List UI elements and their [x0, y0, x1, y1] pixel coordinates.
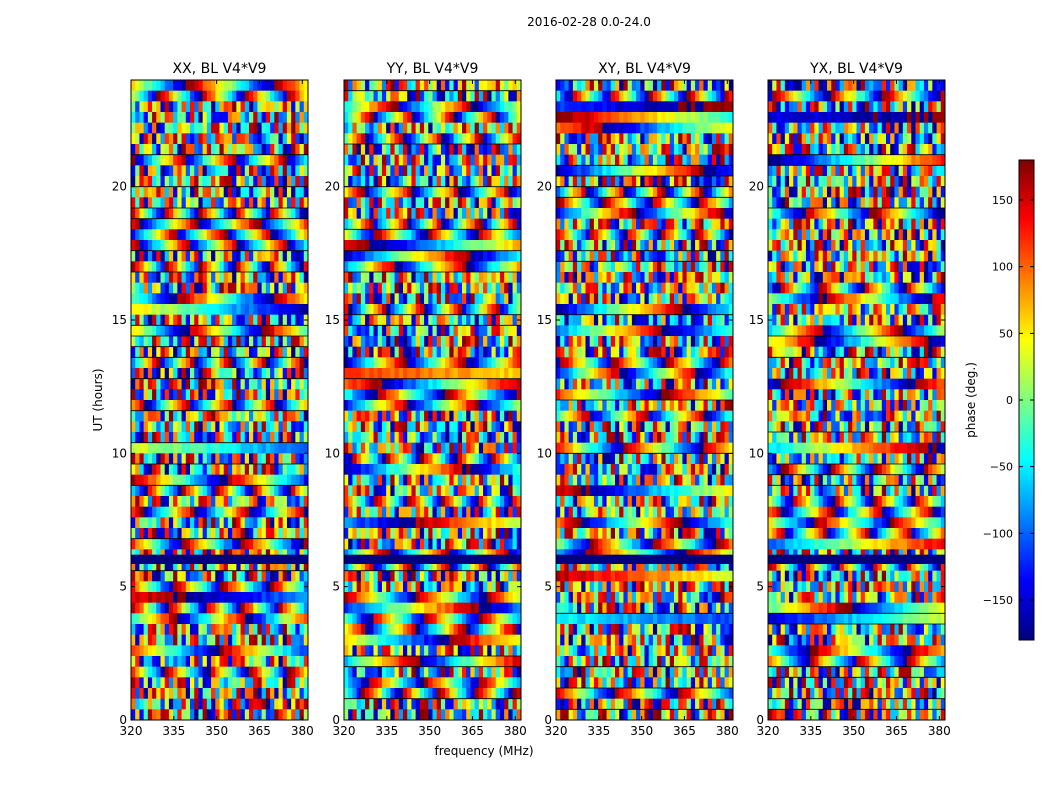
y-tick-label: 15: [325, 313, 340, 327]
x-tick-label: 335: [375, 724, 398, 738]
panel-2: YY, BL V4*V9 320 335 350 365 380 0 5 10 15 20: [325, 61, 527, 738]
heatmap-cells: [344, 79, 522, 721]
x-tick-label: 365: [673, 724, 696, 738]
x-ticks: 320 335 350 365 380: [333, 80, 527, 738]
x-tick-label: 380: [928, 724, 951, 738]
y-tick-label: 0: [544, 713, 552, 727]
x-tick-label: 380: [716, 724, 739, 738]
colorbar-label: phase (deg.): [964, 362, 978, 438]
y-tick-label: 5: [119, 580, 127, 594]
panel-frame: [767, 79, 946, 721]
heatmap-cells: [131, 80, 309, 721]
panel-3: XY, BL V4*V9 320 335 350 365 380 0 5 10 15 20: [537, 61, 739, 738]
colorbar: 150 100 50 0 −50 −100 −150 phase (deg.): [964, 159, 1035, 641]
y-tick-label: 5: [332, 580, 340, 594]
x-tick-label: 335: [162, 724, 185, 738]
x-tick-label: 335: [587, 724, 610, 738]
x-tick-label: 350: [205, 724, 228, 738]
colorbar-tick-label: 50: [999, 327, 1013, 340]
x-ticks: 320 335 350 365 380: [757, 80, 951, 738]
y-tick-label: 5: [756, 580, 764, 594]
y-tick-label: 15: [537, 313, 552, 327]
y-tick-label: 20: [537, 180, 552, 194]
panel-frame: [555, 79, 734, 721]
x-tick-label: 350: [418, 724, 441, 738]
colorbar-tick-label: 100: [992, 261, 1013, 274]
colorbar-tick-label: 150: [992, 194, 1013, 207]
y-tick-label: 10: [112, 446, 127, 460]
x-tick-label: 380: [291, 724, 314, 738]
x-tick-label: 380: [504, 724, 527, 738]
y-tick-label: 0: [332, 713, 340, 727]
y-tick-label: 0: [119, 713, 127, 727]
panel-frame: [343, 79, 522, 721]
panel-4: YX, BL V4*V9 320 335 350 365 380 0 5 10 15 20: [749, 61, 951, 738]
x-tick-label: 350: [630, 724, 653, 738]
panel-title: XY, BL V4*V9: [598, 61, 691, 77]
y-tick-label: 5: [544, 580, 552, 594]
x-tick-label: 335: [799, 724, 822, 738]
colorbar-ticks: 150 100 50 0 −50 −100 −150: [983, 194, 1034, 607]
x-ticks: 320 335 350 365 380: [120, 80, 314, 738]
panel-1: XX, BL V4*V9 320 335 350 365 380 0 5 10 15 20: [112, 61, 314, 738]
x-tick-label: 350: [842, 724, 865, 738]
y-ticks: 0 5 10 15 20: [749, 180, 945, 727]
x-tick-label: 320: [545, 724, 568, 738]
panel-title: YX, BL V4*V9: [809, 61, 903, 77]
y-ticks: 0 5 10 15 20: [325, 180, 521, 727]
y-tick-label: 15: [112, 313, 127, 327]
x-tick-label: 365: [885, 724, 908, 738]
panel-title: YY, BL V4*V9: [386, 61, 479, 77]
heatmap-cells: [768, 80, 946, 721]
y-tick-label: 10: [325, 446, 340, 460]
figure-title: 2016-02-28 0.0-24.0: [527, 15, 651, 29]
heatmap-cells: [556, 79, 734, 721]
x-axis-label: frequency (MHz): [434, 744, 533, 758]
y-tick-label: 20: [112, 180, 127, 194]
x-tick-label: 365: [461, 724, 484, 738]
y-ticks: 0 5 10 15 20: [112, 180, 308, 727]
x-tick-label: 320: [757, 724, 780, 738]
colorbar-tick-label: −50: [990, 461, 1013, 474]
y-tick-label: 15: [749, 313, 764, 327]
colorbar-tick-label: −150: [983, 594, 1013, 607]
y-tick-label: 10: [749, 446, 764, 460]
x-tick-label: 320: [120, 724, 143, 738]
y-tick-label: 10: [537, 446, 552, 460]
y-ticks: 0 5 10 15 20: [537, 180, 733, 727]
colorbar-tick-label: 0: [1006, 394, 1013, 407]
panel-frame: [130, 79, 309, 721]
y-tick-label: 20: [749, 180, 764, 194]
x-tick-label: 320: [333, 724, 356, 738]
y-axis-label: UT (hours): [91, 368, 105, 431]
y-tick-label: 20: [325, 180, 340, 194]
y-tick-label: 0: [756, 713, 764, 727]
colorbar-tick-label: −100: [983, 527, 1013, 540]
x-tick-label: 365: [248, 724, 271, 738]
panel-title: XX, BL V4*V9: [173, 61, 267, 77]
x-ticks: 320 335 350 365 380: [545, 80, 739, 738]
